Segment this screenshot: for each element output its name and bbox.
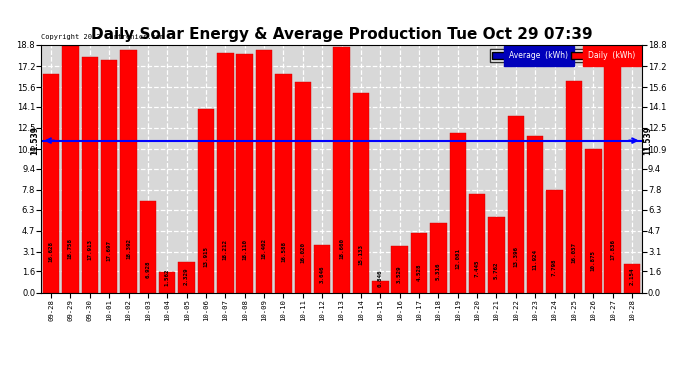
Text: 16.628: 16.628 [48, 241, 54, 262]
Text: 16.020: 16.020 [300, 242, 305, 263]
Bar [295, 82, 311, 292]
Bar [62, 45, 79, 292]
Bar [604, 58, 621, 292]
Bar [508, 116, 524, 292]
Bar [101, 60, 117, 292]
Text: 18.110: 18.110 [242, 239, 247, 260]
Text: 4.528: 4.528 [417, 264, 422, 281]
Text: 5.316: 5.316 [436, 262, 441, 280]
Bar [256, 50, 273, 292]
Text: 5.762: 5.762 [494, 262, 499, 279]
Text: 2.329: 2.329 [184, 267, 189, 285]
Text: Copyright 2013 Cartronics.com: Copyright 2013 Cartronics.com [41, 34, 165, 40]
Bar [566, 81, 582, 292]
Text: 11.924: 11.924 [533, 249, 538, 270]
Bar [546, 190, 563, 292]
Bar [624, 264, 640, 292]
Text: 13.915: 13.915 [204, 246, 208, 267]
Bar [198, 109, 214, 292]
Text: 6.928: 6.928 [146, 260, 150, 278]
Bar [489, 217, 504, 292]
Bar [179, 262, 195, 292]
Bar [469, 195, 485, 292]
Text: 17.836: 17.836 [610, 239, 615, 260]
Text: 7.445: 7.445 [475, 259, 480, 277]
Legend: Average  (kWh), Daily  (kWh): Average (kWh), Daily (kWh) [490, 49, 638, 62]
Text: 1.562: 1.562 [165, 268, 170, 286]
Bar [120, 50, 137, 292]
Text: 11.539: 11.539 [30, 126, 39, 155]
Bar [353, 93, 369, 292]
Bar [139, 201, 156, 292]
Text: 11.539: 11.539 [644, 126, 653, 155]
Bar [275, 74, 292, 292]
Bar [314, 244, 331, 292]
Text: 2.154: 2.154 [629, 268, 635, 285]
Bar [81, 57, 98, 292]
Bar [430, 222, 446, 292]
Text: 16.037: 16.037 [571, 242, 576, 263]
Bar [449, 134, 466, 292]
Text: 18.402: 18.402 [262, 238, 266, 260]
Text: 12.081: 12.081 [455, 249, 460, 270]
Bar [585, 149, 602, 292]
Text: 17.913: 17.913 [88, 239, 92, 260]
Text: 18.392: 18.392 [126, 238, 131, 260]
Bar [527, 135, 544, 292]
Bar [43, 74, 59, 292]
Bar [237, 54, 253, 292]
Text: 18.758: 18.758 [68, 238, 73, 259]
Bar [391, 246, 408, 292]
Text: 18.212: 18.212 [223, 239, 228, 260]
Text: 17.697: 17.697 [107, 240, 112, 261]
Bar [217, 53, 234, 292]
Bar [411, 233, 427, 292]
Bar [333, 47, 350, 292]
Text: 16.588: 16.588 [281, 242, 286, 262]
Bar [372, 281, 388, 292]
Text: 18.660: 18.660 [339, 238, 344, 259]
Text: 7.798: 7.798 [552, 259, 557, 276]
Text: 3.529: 3.529 [397, 266, 402, 283]
Text: 0.846: 0.846 [378, 270, 383, 287]
Text: 15.133: 15.133 [358, 244, 364, 265]
Title: Daily Solar Energy & Average Production Tue Oct 29 07:39: Daily Solar Energy & Average Production … [91, 27, 592, 42]
Text: 10.875: 10.875 [591, 251, 595, 272]
Bar [159, 272, 175, 292]
Text: 13.396: 13.396 [513, 246, 518, 267]
Text: 3.646: 3.646 [319, 265, 325, 283]
